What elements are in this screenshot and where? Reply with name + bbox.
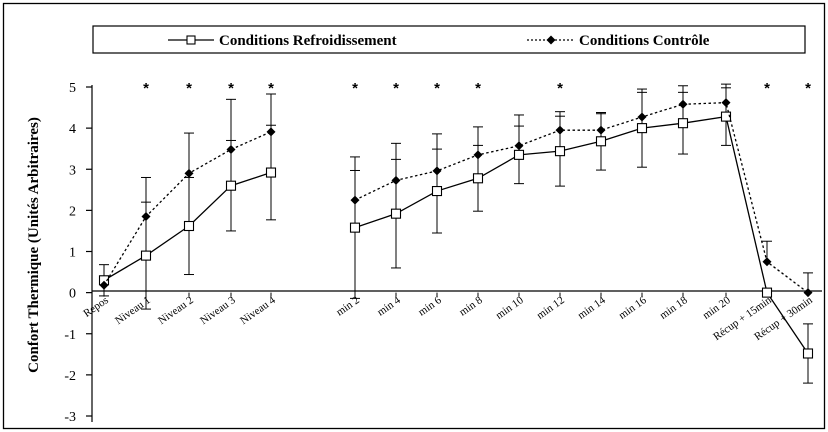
data-point bbox=[720, 111, 732, 122]
data-point bbox=[226, 145, 236, 155]
data-point bbox=[513, 149, 525, 160]
legend-label-refroidissement: Conditions Refroidissement bbox=[219, 33, 397, 49]
x-tick-label: min 6 bbox=[416, 294, 444, 319]
y-tick-label: 1 bbox=[69, 246, 76, 261]
significance-star: * bbox=[352, 80, 358, 97]
significance-star: * bbox=[764, 80, 770, 97]
y-tick-label: 0 bbox=[69, 287, 76, 302]
data-point bbox=[761, 287, 773, 298]
significance-star: * bbox=[143, 80, 149, 97]
data-point bbox=[225, 180, 237, 191]
series-line bbox=[103, 131, 272, 286]
legend-item-controle: Conditions Contrôle bbox=[527, 33, 710, 49]
x-tick-label: min 10 bbox=[494, 294, 527, 322]
data-point bbox=[432, 166, 442, 176]
x-tick-label: Niveau 1 bbox=[113, 294, 153, 327]
x-axis-ticks: Repos Niveau 1 Niveau 2 Niveau 3 Niveau 4 min… bbox=[81, 292, 815, 343]
significance-star: * bbox=[475, 80, 481, 97]
x-tick-label: Niveau 3 bbox=[198, 294, 238, 327]
legend-marker-controle bbox=[546, 35, 556, 45]
y-axis-label: Confort Thermique (Unités Arbitraires) bbox=[26, 117, 42, 373]
significance-star: * bbox=[268, 80, 274, 97]
data-point bbox=[390, 208, 402, 219]
legend-item-refroidissement: Conditions Refroidissement bbox=[168, 33, 397, 49]
data-point bbox=[265, 167, 277, 178]
data-point bbox=[514, 141, 524, 151]
x-tick-label: Niveau 2 bbox=[156, 294, 196, 327]
x-tick-label: min 18 bbox=[658, 294, 691, 322]
legend-marker-refroidissement bbox=[186, 35, 196, 45]
x-tick-label: min 16 bbox=[617, 294, 650, 322]
data-point bbox=[678, 99, 688, 109]
series-controle bbox=[99, 83, 813, 298]
significance-star: * bbox=[186, 80, 192, 97]
data-point bbox=[595, 136, 607, 147]
y-tick-label: 3 bbox=[69, 163, 76, 178]
series-layer bbox=[98, 83, 814, 384]
data-point bbox=[762, 257, 772, 267]
y-tick-label: -1 bbox=[64, 328, 76, 343]
x-tick-label: min 12 bbox=[535, 294, 567, 322]
data-point bbox=[802, 348, 814, 359]
y-tick-label: 2 bbox=[69, 204, 76, 219]
data-point bbox=[637, 112, 647, 122]
x-tick-label: min 14 bbox=[576, 294, 609, 322]
data-point bbox=[141, 212, 151, 222]
data-point bbox=[473, 150, 483, 160]
data-point bbox=[99, 280, 109, 290]
significance-star: * bbox=[805, 80, 811, 97]
data-point bbox=[636, 123, 648, 134]
series-line bbox=[354, 115, 809, 354]
data-point bbox=[677, 118, 689, 129]
data-point bbox=[472, 173, 484, 184]
x-tick-label: min 4 bbox=[375, 294, 403, 319]
data-point bbox=[803, 288, 813, 298]
x-tick-label: Niveau 4 bbox=[238, 294, 278, 327]
y-tick-label: -2 bbox=[64, 369, 76, 384]
y-tick-label: -3 bbox=[64, 410, 76, 425]
data-point bbox=[554, 146, 566, 157]
x-tick-label: min 20 bbox=[701, 294, 734, 322]
significance-star: * bbox=[393, 80, 399, 97]
significance-star: * bbox=[228, 80, 234, 97]
data-point bbox=[391, 175, 401, 185]
data-point bbox=[555, 125, 565, 135]
data-point bbox=[596, 125, 606, 135]
x-tick-label: min 8 bbox=[457, 294, 485, 319]
y-tick-label: 5 bbox=[69, 81, 76, 96]
significance-markers: * * * * * * * * * * * bbox=[143, 80, 811, 97]
data-point bbox=[431, 185, 443, 197]
data-point bbox=[350, 195, 360, 205]
data-point bbox=[266, 127, 276, 137]
data-point bbox=[183, 220, 195, 232]
data-point bbox=[184, 168, 194, 178]
significance-star: * bbox=[557, 80, 563, 97]
data-point bbox=[140, 250, 152, 261]
series-line bbox=[354, 101, 809, 294]
x-tick-label: Repos bbox=[81, 294, 110, 320]
legend: Conditions Refroidissement Conditions Co… bbox=[92, 25, 806, 54]
y-tick-label: 4 bbox=[69, 122, 76, 137]
significance-star: * bbox=[434, 80, 440, 97]
legend-label-controle: Conditions Contrôle bbox=[579, 33, 710, 49]
y-axis-ticks: 5 4 3 2 1 0 -1 -2 -3 bbox=[64, 81, 92, 425]
data-point bbox=[721, 98, 731, 108]
series-refroidissement bbox=[98, 87, 814, 384]
data-point bbox=[349, 222, 361, 233]
